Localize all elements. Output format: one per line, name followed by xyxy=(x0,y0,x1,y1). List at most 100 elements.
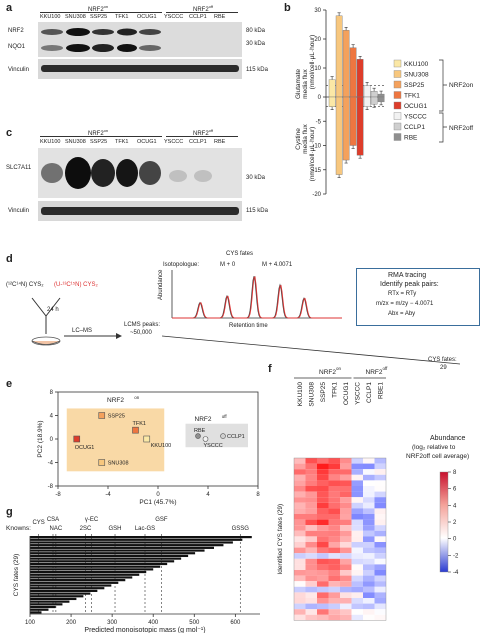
rma-line-3: Abx = Aby xyxy=(388,311,416,317)
heatmap-cell xyxy=(374,491,386,498)
heatmap-group-off: NRF2 xyxy=(366,369,383,376)
chromatogram xyxy=(171,270,342,319)
tick-label: 20 xyxy=(314,37,321,43)
heatmap-cell xyxy=(351,553,363,559)
heatmap-cell xyxy=(363,491,375,498)
heatmap-cell xyxy=(294,614,306,621)
heatmap-cell xyxy=(363,581,375,587)
heatmap-cell xyxy=(374,502,386,509)
heatmap-cell xyxy=(317,458,329,464)
tick-label: -5 xyxy=(316,119,322,125)
heatmap-cell xyxy=(351,508,363,514)
fate-bar xyxy=(30,568,154,571)
heatmap-cell xyxy=(374,525,386,531)
retention-axis-label: Retention time xyxy=(229,323,268,329)
heatmap-cell xyxy=(294,474,306,481)
heatmap-cell xyxy=(317,609,329,615)
heatmap-cell xyxy=(374,519,386,526)
known-label-γ-ec: γ-EC xyxy=(85,517,99,523)
heatmap-cell xyxy=(294,525,306,531)
bar-cclp1 xyxy=(370,90,378,98)
marker-80: 80 kDa xyxy=(246,28,266,34)
lane-label: RBE xyxy=(214,14,226,20)
heatmap-cell xyxy=(374,536,386,542)
heatmap-cell xyxy=(294,581,306,587)
heatmap-cell xyxy=(305,547,317,554)
heatmap-cell xyxy=(305,508,317,514)
fate-bar xyxy=(30,573,140,576)
heatmap-cell xyxy=(294,469,306,475)
reaction-diagram xyxy=(31,297,461,365)
heatmap-cell xyxy=(328,497,340,503)
lane-label: OCUG1 xyxy=(137,14,157,20)
heatmap-cell xyxy=(317,575,329,582)
iso-b: M + 4.0071 xyxy=(262,262,293,268)
heatmap-cell xyxy=(363,469,375,475)
heatmap-cell xyxy=(374,469,386,475)
heatmap-cell xyxy=(294,508,306,514)
heatmap-cell xyxy=(363,609,375,615)
heatmap-cell xyxy=(351,614,363,621)
heatmap-cell xyxy=(328,570,340,576)
tick-label: 0 xyxy=(318,95,322,101)
panel-c-group-off: NRF2off xyxy=(193,128,214,137)
legend-swatch-ocug1 xyxy=(393,101,402,110)
heatmap-cell xyxy=(294,463,306,470)
heatmap-cell xyxy=(317,480,329,486)
cluster-label-on: NRF2 xyxy=(107,397,124,404)
heatmap-cell xyxy=(351,474,363,481)
heatmap-cell xyxy=(340,525,352,531)
heatmap-cell xyxy=(363,564,375,570)
heatmap-cell xyxy=(374,514,386,520)
tick-label: -8 xyxy=(48,484,54,490)
heatmap-cell xyxy=(363,463,375,470)
heatmap-cell xyxy=(294,586,306,593)
fate-bar xyxy=(30,608,49,611)
heatmap-cell xyxy=(294,491,306,498)
heatmap-cell xyxy=(317,553,329,559)
known-label-nac: NAC xyxy=(50,526,63,532)
heatmap-cell xyxy=(328,491,340,498)
heatmap-cell xyxy=(317,598,329,604)
tick-label: 0 xyxy=(50,437,54,443)
tick-label: -4 xyxy=(48,461,54,467)
heatmap-cell xyxy=(317,463,329,470)
bar-ocug1 xyxy=(356,59,364,98)
heatmap-cell xyxy=(328,542,340,548)
heatmap-cell xyxy=(294,570,306,576)
fates-label: CYS fates: xyxy=(428,357,457,363)
colorbar-tick-label: -4 xyxy=(453,570,459,576)
heatmap-cell xyxy=(305,463,317,470)
panel-f-label: f xyxy=(268,363,272,375)
heatmap-cell xyxy=(305,586,317,593)
heatmap-cell xyxy=(328,463,340,470)
heatmap-cell xyxy=(328,530,340,537)
panel-a-label: a xyxy=(6,2,13,14)
bar-snu308 xyxy=(335,96,343,175)
panel-c-group-on: NRF2on xyxy=(88,128,109,137)
heatmap-cell xyxy=(374,614,386,621)
heatmap-cell xyxy=(305,592,317,598)
heatmap-cell xyxy=(351,519,363,526)
point-label-snu308: SNU308 xyxy=(108,461,129,467)
tick-label: 400 xyxy=(148,620,159,626)
colorbar-tick-label: 4 xyxy=(453,503,457,509)
brace-label-off: NRF2off xyxy=(449,125,473,132)
heatmap-cell xyxy=(374,586,386,593)
heatmap-cell xyxy=(328,486,340,492)
heatmap-cell xyxy=(328,474,340,481)
colorbar-tick-label: 8 xyxy=(453,470,457,476)
panel-a-group-line-off xyxy=(166,12,238,13)
point-rbe xyxy=(195,433,201,439)
heatmap-cell xyxy=(340,553,352,559)
panel-a-group-line-on xyxy=(40,12,162,13)
fate-bar xyxy=(30,565,161,568)
heatmap-cell xyxy=(351,463,363,470)
colorbar-title: Abundance xyxy=(430,435,466,442)
legend-swatch-ysccc xyxy=(393,112,402,120)
time-label: 24 h xyxy=(47,307,59,313)
chromatogram-trace xyxy=(172,276,342,319)
heatmap-cell xyxy=(363,575,375,582)
tick-label: 500 xyxy=(189,620,200,626)
